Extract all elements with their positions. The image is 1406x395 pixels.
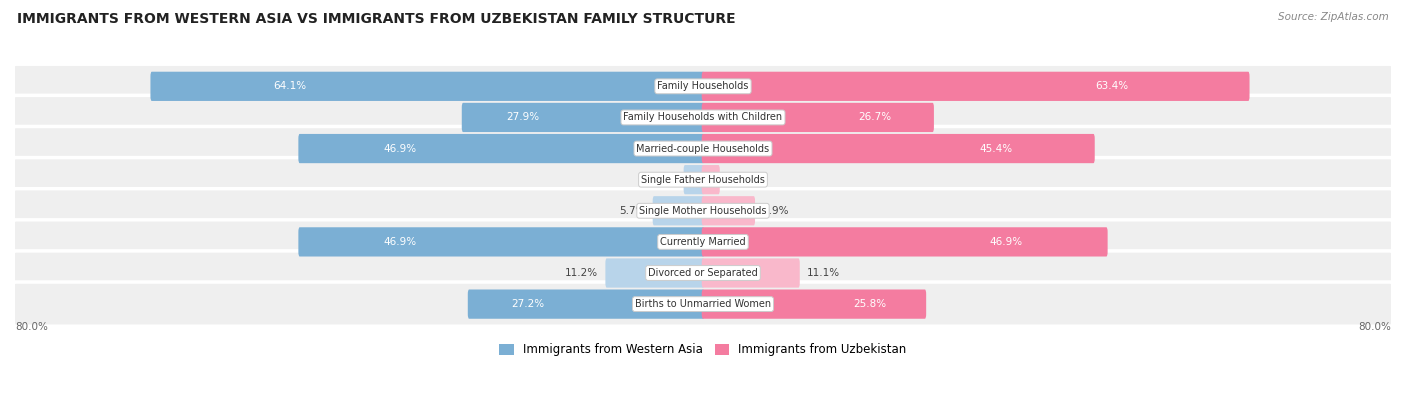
- Legend: Immigrants from Western Asia, Immigrants from Uzbekistan: Immigrants from Western Asia, Immigrants…: [495, 339, 911, 361]
- Text: 80.0%: 80.0%: [15, 322, 48, 331]
- Text: 46.9%: 46.9%: [988, 237, 1022, 247]
- FancyBboxPatch shape: [702, 103, 934, 132]
- Text: 46.9%: 46.9%: [384, 237, 418, 247]
- Text: 80.0%: 80.0%: [1358, 322, 1391, 331]
- FancyBboxPatch shape: [468, 290, 704, 319]
- Text: Currently Married: Currently Married: [661, 237, 745, 247]
- FancyBboxPatch shape: [13, 282, 1393, 326]
- FancyBboxPatch shape: [150, 72, 704, 101]
- Text: 25.8%: 25.8%: [853, 299, 886, 309]
- Text: 64.1%: 64.1%: [273, 81, 307, 91]
- Text: Births to Unmarried Women: Births to Unmarried Women: [636, 299, 770, 309]
- Text: 63.4%: 63.4%: [1095, 81, 1129, 91]
- FancyBboxPatch shape: [702, 72, 1250, 101]
- FancyBboxPatch shape: [13, 220, 1393, 264]
- FancyBboxPatch shape: [702, 227, 1108, 256]
- Text: Single Father Households: Single Father Households: [641, 175, 765, 185]
- Text: Married-couple Households: Married-couple Households: [637, 143, 769, 154]
- Text: 27.9%: 27.9%: [506, 113, 540, 122]
- Text: 5.9%: 5.9%: [762, 206, 789, 216]
- FancyBboxPatch shape: [13, 251, 1393, 295]
- FancyBboxPatch shape: [702, 196, 755, 226]
- Text: 26.7%: 26.7%: [859, 113, 891, 122]
- Text: 11.1%: 11.1%: [807, 268, 841, 278]
- FancyBboxPatch shape: [606, 258, 704, 288]
- FancyBboxPatch shape: [702, 134, 1095, 163]
- Text: 45.4%: 45.4%: [979, 143, 1012, 154]
- Text: 2.1%: 2.1%: [650, 175, 676, 185]
- FancyBboxPatch shape: [13, 158, 1393, 202]
- FancyBboxPatch shape: [13, 126, 1393, 171]
- Text: Single Mother Households: Single Mother Households: [640, 206, 766, 216]
- FancyBboxPatch shape: [13, 95, 1393, 139]
- Text: 5.7%: 5.7%: [619, 206, 645, 216]
- FancyBboxPatch shape: [13, 189, 1393, 233]
- Text: 27.2%: 27.2%: [510, 299, 544, 309]
- FancyBboxPatch shape: [702, 290, 927, 319]
- FancyBboxPatch shape: [298, 134, 704, 163]
- Text: 46.9%: 46.9%: [384, 143, 418, 154]
- Text: Family Households with Children: Family Households with Children: [623, 113, 783, 122]
- Text: IMMIGRANTS FROM WESTERN ASIA VS IMMIGRANTS FROM UZBEKISTAN FAMILY STRUCTURE: IMMIGRANTS FROM WESTERN ASIA VS IMMIGRAN…: [17, 12, 735, 26]
- FancyBboxPatch shape: [298, 227, 704, 256]
- FancyBboxPatch shape: [702, 165, 720, 194]
- FancyBboxPatch shape: [461, 103, 704, 132]
- Text: Family Households: Family Households: [658, 81, 748, 91]
- Text: 1.8%: 1.8%: [727, 175, 754, 185]
- FancyBboxPatch shape: [702, 258, 800, 288]
- FancyBboxPatch shape: [683, 165, 704, 194]
- Text: Source: ZipAtlas.com: Source: ZipAtlas.com: [1278, 12, 1389, 22]
- Text: 11.2%: 11.2%: [565, 268, 598, 278]
- FancyBboxPatch shape: [652, 196, 704, 226]
- Text: Divorced or Separated: Divorced or Separated: [648, 268, 758, 278]
- FancyBboxPatch shape: [13, 64, 1393, 108]
